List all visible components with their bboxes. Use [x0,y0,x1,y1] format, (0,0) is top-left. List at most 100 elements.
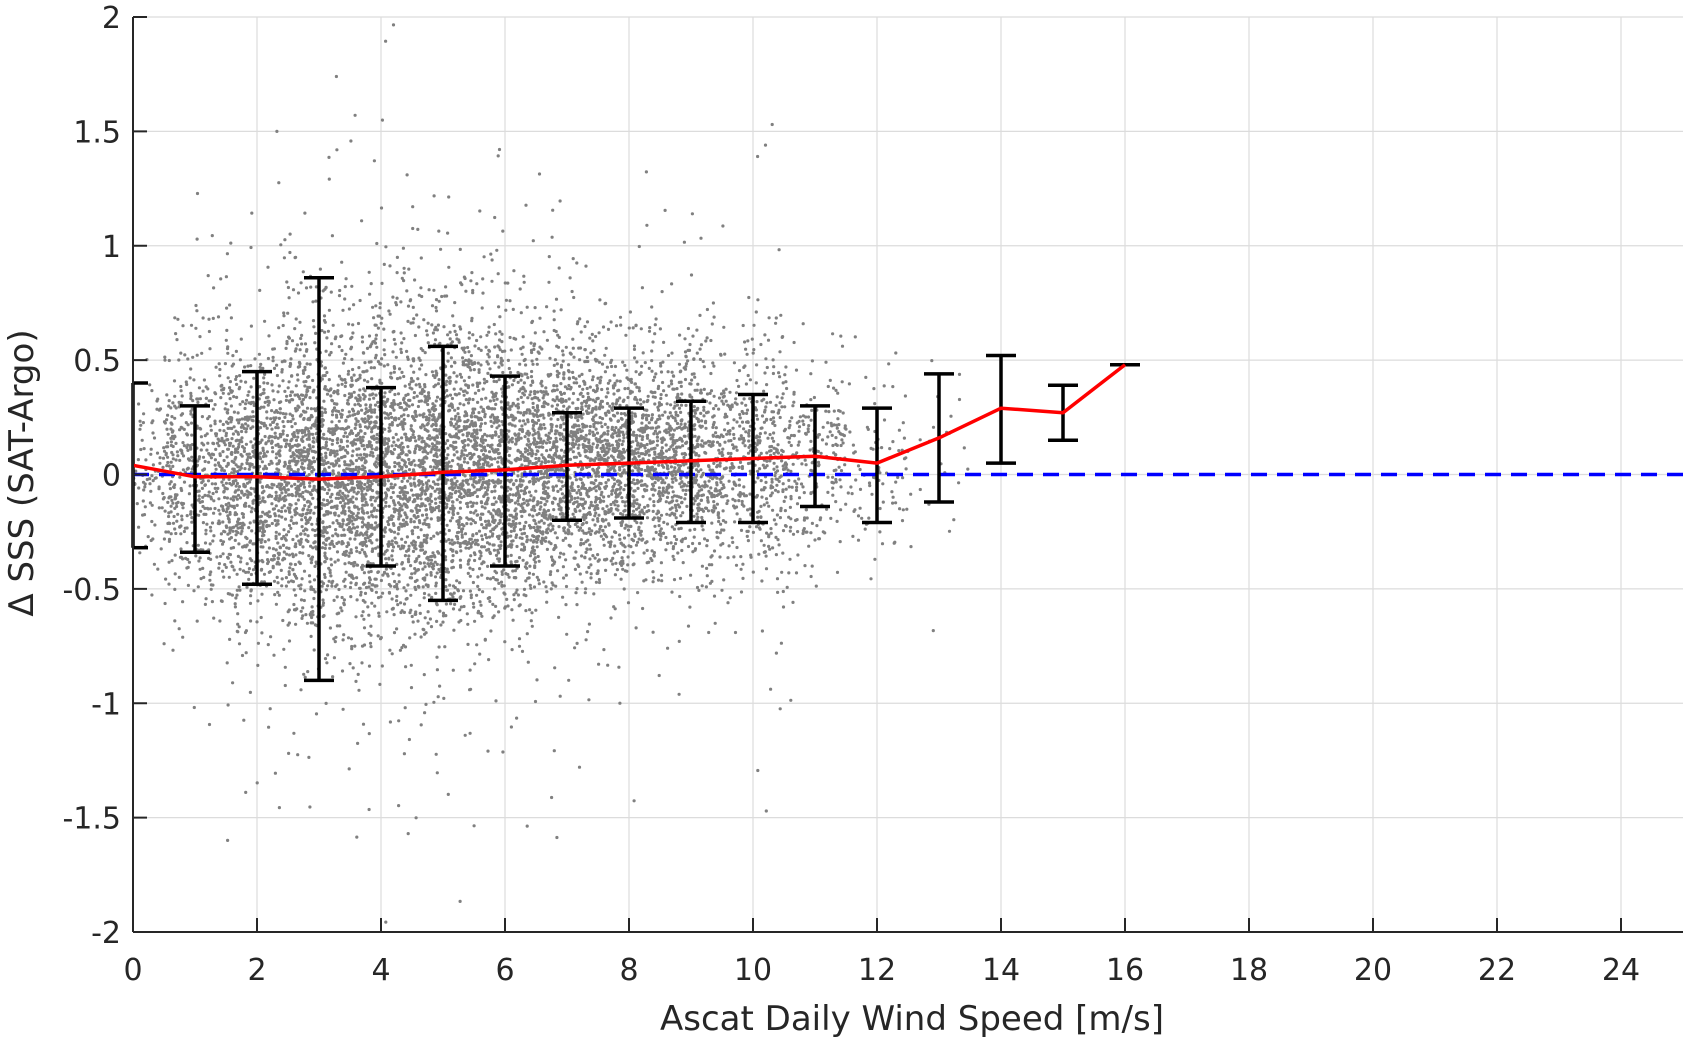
scatter-point [207,490,211,494]
scatter-point [406,304,411,308]
scatter-point [377,614,381,618]
scatter-point [277,384,281,388]
scatter-point [207,317,211,321]
scatter-point [329,563,334,567]
scatter-point [249,572,253,577]
scatter-point [217,508,221,512]
scatter-point [172,514,176,519]
scatter-point [452,440,456,444]
scatter-point [331,534,335,538]
scatter-point [168,482,172,486]
scatter-point [247,504,251,508]
scatter-point [291,555,295,559]
scatter-point [171,457,175,461]
scatter-point [497,365,501,369]
scatter-point [300,525,304,529]
scatter-point [332,598,336,603]
scatter-point [168,487,172,491]
scatter-point [306,427,310,431]
scatter-point [438,477,442,481]
scatter-point [401,643,406,647]
scatter-point [398,376,402,380]
scatter-point [426,621,430,625]
scatter-point [214,490,219,494]
scatter-point [224,275,228,279]
scatter-point [322,498,326,502]
scatter-point [413,447,418,451]
scatter-point [466,401,471,405]
scatter-point [423,383,427,387]
scatter-point [341,506,345,510]
scatter-point [259,393,263,397]
scatter-point [325,531,329,535]
scatter-point [451,559,455,563]
scatter-point [276,590,280,595]
scatter-point [353,644,357,648]
scatter-point [359,531,363,535]
scatter-point [282,504,286,508]
scatter-point [202,378,206,382]
scatter-point [522,393,527,397]
scatter-point [302,598,306,603]
scatter-point [220,436,224,440]
scatter-point [465,425,469,429]
scatter-point [460,449,464,453]
scatter-point [280,491,284,495]
scatter-point [199,509,203,513]
scatter-point [266,381,270,385]
scatter-point [348,516,352,520]
scatter-point [284,490,288,494]
scatter-point [515,716,519,720]
scatter-point [181,441,185,445]
scatter-point [262,572,267,576]
scatter-point [170,559,174,563]
scatter-point [416,404,420,409]
scatter-point [267,436,271,440]
scatter-point [227,501,231,505]
scatter-point [189,421,194,425]
scatter-point [374,304,378,308]
scatter-point [277,551,281,556]
scatter-point [460,535,464,539]
scatter-point [433,404,437,408]
scatter-point [233,602,237,606]
scatter-point [470,271,474,275]
scatter-point [226,426,230,430]
scatter-point [263,434,267,439]
scatter-point [367,270,371,274]
scatter-point [223,563,227,567]
scatter-point [301,490,305,495]
scatter-point [405,535,409,539]
scatter-point [182,427,186,431]
scatter-point [448,330,452,334]
scatter-point [141,499,145,503]
scatter-point [395,585,399,589]
scatter-point [388,648,392,652]
scatter-point [228,386,232,390]
scatter-point [346,482,350,487]
scatter-point [221,552,225,556]
scatter-point [156,567,160,571]
scatter-point [327,308,331,312]
scatter-point [235,593,239,597]
scatter-point [407,554,411,558]
scatter-point [422,596,426,600]
scatter-point [413,482,417,487]
scatter-point [208,347,212,351]
scatter-point [299,537,303,542]
scatter-point [446,792,450,797]
scatter-point [464,546,468,550]
scatter-point [251,568,256,572]
scatter-point [153,476,157,480]
scatter-point [335,504,339,508]
scatter-point [294,593,298,597]
scatter-point [350,647,354,651]
scatter-point [372,316,376,320]
scatter-point [325,336,329,340]
scatter-point [455,579,459,583]
scatter-point [434,501,438,505]
scatter-point [399,601,403,605]
scatter-point [463,474,467,478]
scatter-point [150,503,154,507]
scatter-point [526,376,530,380]
